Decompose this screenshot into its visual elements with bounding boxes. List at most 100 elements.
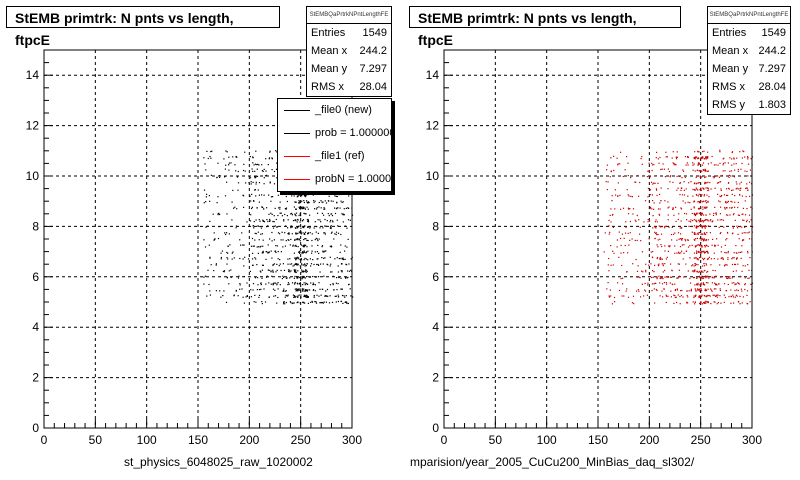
scatter-point — [277, 194, 279, 196]
scatter-point — [625, 221, 627, 223]
scatter-point — [263, 221, 266, 223]
scatter-point — [304, 244, 306, 246]
scatter-point — [684, 202, 686, 204]
scatter-point — [726, 264, 728, 266]
scatter-point — [323, 208, 325, 210]
scatter-point — [293, 264, 295, 266]
scatter-point — [748, 221, 750, 223]
scatter-point — [297, 232, 299, 234]
x-tick-label: 250 — [691, 433, 711, 447]
scatter-point — [725, 275, 727, 278]
scatter-point — [703, 188, 705, 190]
scatter-point — [710, 219, 712, 221]
scatter-point — [649, 207, 651, 209]
scatter-point — [312, 275, 314, 278]
scatter-point — [707, 156, 709, 158]
scatter-point — [703, 239, 705, 241]
scatter-point — [304, 194, 307, 196]
scatter-point — [728, 277, 730, 279]
scatter-point — [699, 244, 701, 246]
scatter-point — [261, 164, 263, 166]
scatter-point — [694, 189, 696, 191]
scatter-point — [697, 271, 699, 273]
scatter-point — [725, 264, 727, 266]
scatter-point — [736, 289, 738, 291]
scatter-point — [609, 214, 611, 216]
scatter-point — [742, 213, 744, 215]
scatter-point — [707, 219, 709, 221]
scatter-point — [617, 163, 619, 165]
scatter-point — [309, 289, 311, 291]
scatter-point — [209, 294, 211, 296]
scatter-point — [631, 238, 633, 240]
scatter-point — [660, 244, 662, 246]
scatter-point — [250, 200, 252, 202]
scatter-point — [727, 214, 729, 216]
scatter-point — [695, 187, 697, 189]
scatter-point — [235, 170, 237, 172]
legend-line — [284, 133, 310, 134]
scatter-point — [303, 246, 305, 248]
scatter-point — [698, 207, 700, 209]
scatter-point — [293, 277, 295, 279]
scatter-point — [328, 195, 330, 197]
scatter-point — [741, 302, 743, 304]
scatter-point — [340, 270, 342, 272]
scatter-point — [226, 181, 228, 183]
scatter-point — [706, 250, 708, 252]
scatter-point — [246, 295, 248, 297]
scatter-point — [742, 150, 744, 152]
scatter-point — [667, 219, 669, 221]
scatter-point — [704, 200, 706, 202]
scatter-point — [318, 252, 320, 254]
scatter-point — [613, 296, 616, 299]
scatter-point — [703, 232, 705, 234]
scatter-point — [667, 245, 670, 247]
scatter-point — [606, 288, 608, 290]
scatter-point — [714, 245, 716, 247]
scatter-point — [607, 181, 609, 183]
scatter-point — [699, 219, 701, 221]
scatter-point — [299, 206, 301, 208]
scatter-point — [317, 263, 319, 266]
scatter-point — [653, 202, 655, 204]
scatter-point — [689, 202, 691, 204]
scatter-point — [620, 278, 622, 280]
scatter-point — [258, 239, 260, 241]
scatter-point — [206, 150, 208, 152]
scatter-point — [344, 245, 346, 247]
scatter-point — [207, 269, 209, 271]
scatter-point — [628, 244, 630, 246]
scatter-point — [687, 156, 689, 158]
scatter-point — [305, 265, 307, 267]
scatter-point — [692, 164, 694, 166]
scatter-point — [693, 238, 695, 241]
scatter-point — [705, 202, 708, 204]
scatter-point — [323, 275, 325, 277]
scatter-point — [220, 258, 222, 260]
scatter-point — [322, 263, 324, 265]
scatter-point — [744, 288, 746, 291]
scatter-point — [699, 251, 701, 253]
scatter-point — [294, 275, 296, 278]
scatter-point — [744, 277, 746, 279]
scatter-point — [299, 258, 301, 261]
scatter-point — [276, 269, 278, 271]
scatter-point — [279, 212, 281, 214]
scatter-point — [276, 283, 278, 285]
scatter-point — [293, 252, 295, 254]
scatter-point — [739, 188, 741, 190]
scatter-point — [323, 214, 325, 216]
scatter-point — [294, 257, 296, 259]
scatter-point — [609, 289, 611, 291]
scatter-point — [301, 271, 303, 273]
scatter-point — [252, 258, 254, 260]
scatter-point — [624, 169, 626, 171]
scatter-point — [331, 246, 333, 248]
scatter-point — [698, 251, 700, 253]
scatter-point — [304, 290, 306, 292]
scatter-point — [297, 295, 299, 297]
scatter-point — [636, 239, 638, 241]
scatter-point — [233, 294, 235, 296]
scatter-point — [660, 258, 662, 260]
